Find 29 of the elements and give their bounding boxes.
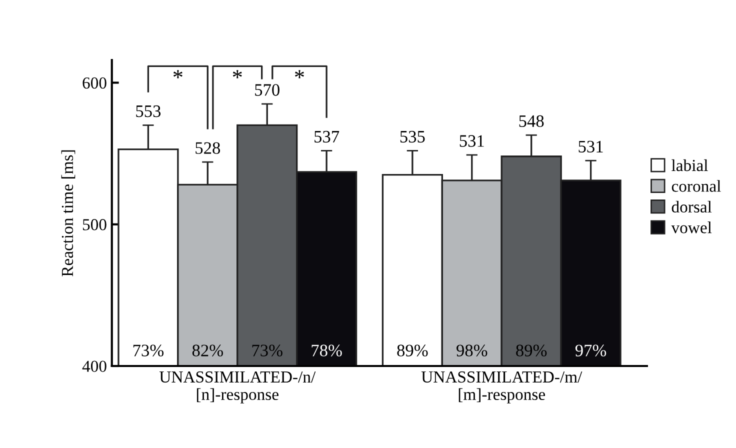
annotation: 73% <box>133 344 164 356</box>
annotation: * <box>173 70 182 78</box>
data-label: 528 <box>196 142 220 154</box>
y-tick-label: 600 <box>82 77 106 89</box>
x-tick-label: UNASSIMILATED-/n/ [n]-response <box>160 371 316 404</box>
annotation: 78% <box>312 344 342 356</box>
data-label: 537 <box>314 130 340 143</box>
legend-label: labial <box>672 159 708 172</box>
annotation: 98% <box>456 344 488 356</box>
y-axis-title: Reaction time [ms] <box>61 150 76 276</box>
x-tick-label: UNASSIMILATED-/m/ [m]-response <box>421 371 582 404</box>
legend-label: dorsal <box>672 200 712 213</box>
data-label: 548 <box>519 115 544 127</box>
annotation: 73% <box>252 344 282 356</box>
y-tick-label: 400 <box>82 360 106 372</box>
data-label: 535 <box>400 130 425 143</box>
annotation: 97% <box>575 344 606 356</box>
annotation: 89% <box>397 344 428 356</box>
annotation: * <box>295 70 304 78</box>
data-label: 531 <box>460 135 484 147</box>
data-label: 570 <box>255 84 280 96</box>
annotation: 82% <box>192 344 223 356</box>
data-label: 531 <box>578 140 603 152</box>
data-label: 553 <box>136 105 161 118</box>
annotation: * <box>232 70 242 78</box>
y-tick-label: 500 <box>82 219 106 230</box>
legend-label: vowel <box>671 222 712 234</box>
legend-label: coronal <box>672 180 721 192</box>
annotation: 89% <box>516 344 547 356</box>
